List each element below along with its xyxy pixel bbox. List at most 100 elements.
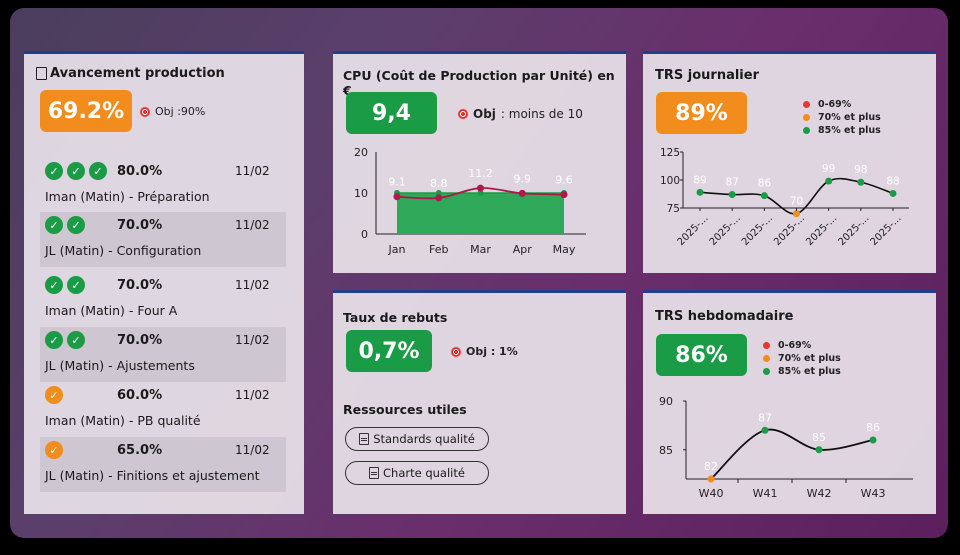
- cpu-chart: 0 10 20 9.1 8.8 11.2 9.9 9.6 Jan Feb Mar Apr May: [354, 146, 586, 256]
- target-area: [397, 193, 564, 234]
- x-tick-label: Mar: [470, 243, 491, 256]
- task-percent: 60.0%: [117, 388, 163, 403]
- production-kpi: 69.2%: [40, 90, 132, 132]
- x-tick-label: W41: [753, 487, 778, 500]
- trs-daily-point: [760, 192, 768, 200]
- trs-weekly-point: [815, 446, 823, 454]
- task-checks: ✓ ✓: [45, 331, 85, 349]
- x-tick-label: Feb: [429, 243, 448, 256]
- check-icon: ✓: [67, 216, 85, 234]
- task-checks: ✓ ✓ ✓: [45, 162, 107, 180]
- rebuts-card: Taux de rebuts 0,7% Obj : 1% Ressources …: [333, 290, 626, 514]
- x-tick-label: 2025-...: [708, 213, 743, 248]
- trs-daily-point: [696, 188, 704, 196]
- legend-label: 85% et plus: [778, 366, 841, 377]
- trs-daily-data-label: 98: [854, 164, 867, 176]
- target-point: [435, 190, 442, 196]
- trs-daily-point: [857, 178, 865, 186]
- x-tick-label: 2025-...: [836, 213, 871, 248]
- trs-weekly-point: [761, 426, 769, 434]
- legend-item: 70% et plus: [803, 111, 881, 124]
- task-row: ✓ 65.0% 11/02 JL (Matin) - Finitions et aju…: [40, 437, 286, 492]
- check-icon: ✓: [45, 386, 63, 404]
- task-name: Iman (Matin) - PB qualité: [45, 413, 201, 428]
- rebuts-title: Taux de rebuts: [343, 310, 448, 325]
- y-tick-label: 85: [659, 444, 673, 457]
- cpu-point: [560, 191, 568, 199]
- target-point: [477, 190, 484, 196]
- cpu-point: [518, 189, 526, 197]
- production-objective: Obj :90%: [140, 105, 205, 118]
- clipboard-icon: [36, 67, 47, 80]
- trs-daily-point: [889, 189, 897, 197]
- x-tick-label: Jan: [388, 243, 406, 256]
- task-percent: 70.0%: [117, 333, 163, 348]
- legend-dot: [803, 127, 810, 134]
- trs-daily-data-label: 89: [693, 174, 706, 186]
- trs-weekly-title: TRS hebdomadaire: [655, 309, 794, 324]
- task-name: JL (Matin) - Configuration: [45, 243, 202, 258]
- trs-daily-chart: 75100125892025-...872025-...862025-...70…: [660, 147, 909, 248]
- target-icon: [451, 346, 461, 357]
- check-icon: ✓: [67, 331, 85, 349]
- trs-weekly-card: TRS hebdomadaire 86% 0-69% 70% et plus 85%…: [643, 290, 936, 514]
- trs-daily-card: TRS journalier 89% 0-69% 70% et plus 85% e…: [643, 51, 936, 273]
- task-date: 11/02: [235, 443, 270, 457]
- y-tick-label: 0: [361, 228, 368, 241]
- trs-weekly-data-label: 87: [758, 411, 772, 424]
- task-percent: 65.0%: [117, 443, 163, 458]
- legend-label: 0-69%: [778, 340, 812, 351]
- task-row: ✓ ✓ 70.0% 11/02 JL (Matin) - Ajustements: [40, 327, 286, 382]
- task-row: ✓ ✓ 70.0% 11/02 JL (Matin) - Configuration: [40, 212, 286, 267]
- task-row: ✓ ✓ 70.0% 11/02 Iman (Matin) - Four A: [40, 272, 286, 327]
- rebuts-kpi: 0,7%: [346, 330, 432, 372]
- legend-label: 70% et plus: [778, 353, 841, 364]
- x-tick-label: 2025-...: [676, 213, 711, 248]
- task-date: 11/02: [235, 164, 270, 178]
- task-name: JL (Matin) - Ajustements: [45, 358, 195, 373]
- legend-dot: [803, 114, 810, 121]
- task-name: JL (Matin) - Finitions et ajustement: [45, 468, 260, 483]
- legend-item: 85% et plus: [763, 365, 841, 378]
- check-icon: ✓: [67, 162, 85, 180]
- legend-dot: [763, 368, 770, 375]
- task-percent: 70.0%: [117, 218, 163, 233]
- charte-qualite-button[interactable]: Charte qualité: [345, 461, 489, 485]
- production-card: Avancement production 69.2% Obj :90% ✓ ✓ ✓…: [24, 51, 304, 514]
- cpu-data-label: 9.6: [555, 174, 573, 187]
- cpu-point: [477, 184, 484, 192]
- trs-daily-data-label: 87: [725, 177, 738, 189]
- trs-daily-kpi: 89%: [656, 92, 747, 134]
- task-date: 11/02: [235, 218, 270, 232]
- cpu-data-label: 8.8: [430, 177, 448, 190]
- trs-daily-title: TRS journalier: [655, 68, 759, 83]
- cpu-data-label: 11.2: [468, 167, 493, 180]
- task-name: Iman (Matin) - Préparation: [45, 189, 210, 204]
- x-tick-label: 2025-...: [869, 213, 904, 248]
- trs-weekly-data-label: 86: [866, 421, 880, 434]
- legend-label: 85% et plus: [818, 125, 881, 136]
- trs-daily-data-label: 99: [822, 163, 835, 175]
- standards-qualite-button[interactable]: Standards qualité: [345, 427, 489, 451]
- trs-daily-data-label: 70: [790, 196, 803, 208]
- trs-weekly-chart: 85 90 82 W40 87 W41 85 W42 86 W43: [659, 395, 913, 500]
- legend-dot: [763, 342, 770, 349]
- cpu-data-label: 9.9: [514, 172, 532, 185]
- task-date: 11/02: [235, 388, 270, 402]
- task-checks: ✓: [45, 441, 63, 459]
- document-icon: [369, 467, 380, 479]
- x-tick-label: W42: [807, 487, 832, 500]
- production-title: Avancement production: [36, 66, 225, 81]
- trs-daily-data-label: 86: [758, 178, 772, 190]
- dashboard-frame: Avancement production 69.2% Obj :90% ✓ ✓ ✓…: [10, 8, 948, 538]
- task-checks: ✓: [45, 386, 63, 404]
- resources-title: Ressources utiles: [343, 402, 467, 417]
- check-icon: ✓: [45, 162, 63, 180]
- target-icon: [140, 106, 150, 117]
- cpu-data-label: 9.1: [388, 176, 406, 189]
- y-tick-label: 10: [354, 187, 368, 200]
- x-tick-label: W40: [699, 487, 724, 500]
- legend-label: 70% et plus: [818, 112, 881, 123]
- legend-label: 0-69%: [818, 99, 852, 110]
- legend-dot: [763, 355, 770, 362]
